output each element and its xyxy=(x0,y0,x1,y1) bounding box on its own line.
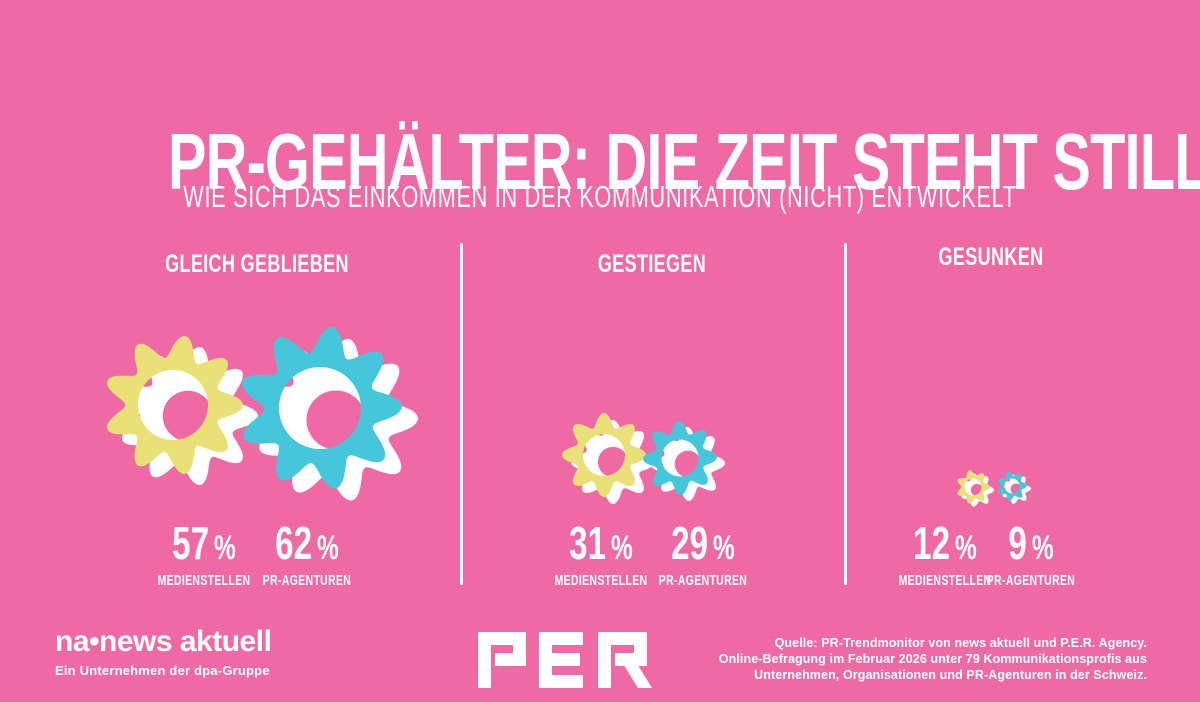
gears-gesunken xyxy=(957,470,1031,507)
gear-icon-pr-agenturen xyxy=(242,326,402,489)
stat-gesunken-pr-agenturen: 9% PR-AGENTUREN xyxy=(973,520,1088,589)
stat-gestiegen-medienstellen: 31% MEDIENSTELLEN xyxy=(543,520,658,589)
stat-unit: % xyxy=(214,529,236,567)
news-aktuell-logo: na•news aktuell Ein Unternehmen der dpa-… xyxy=(55,625,272,679)
stat-unit: % xyxy=(955,529,977,567)
stat-gestiegen-pr-agenturen: 29% PR-AGENTUREN xyxy=(645,520,760,589)
stat-series-label: MEDIENSTELLEN xyxy=(898,573,992,589)
source-note: Quelle: PR-Trendmonitor von news aktuell… xyxy=(719,635,1147,683)
gear-icon-pr-agenturen xyxy=(998,471,1027,501)
stat-unit: % xyxy=(1031,529,1054,567)
stat-series-label: MEDIENSTELLEN xyxy=(554,573,648,589)
stat-value: 31% xyxy=(543,520,658,570)
stat-unit: % xyxy=(611,529,633,567)
stat-gleich-geblieben-medienstellen: 57% MEDIENSTELLEN xyxy=(146,520,261,589)
stat-value: 9% xyxy=(973,520,1088,570)
news-aktuell-wordmark: na•news aktuell xyxy=(55,625,272,658)
source-line: Unternehmen, Organisationen und PR-Agent… xyxy=(754,668,1147,682)
stat-series-label: MEDIENSTELLEN xyxy=(157,573,251,589)
page-subtitle: WIE SICH DAS EINKOMMEN IN DER KOMMUNIKAT… xyxy=(183,178,1017,214)
stat-gesunken-medienstellen: 12% MEDIENSTELLEN xyxy=(887,520,1002,589)
stat-value: 29% xyxy=(645,520,760,570)
column-header-gestiegen: GESTIEGEN xyxy=(597,250,707,278)
stat-value: 62% xyxy=(249,520,364,570)
stat-number: 57 xyxy=(172,517,210,569)
page-title: PR-GEHÄLTER: DIE ZEIT STEHT STILL xyxy=(167,116,1200,206)
gear-icon-medienstellen xyxy=(562,413,646,497)
stat-series-label: PR-AGENTUREN xyxy=(986,573,1076,589)
gear-icon-pr-agenturen xyxy=(643,421,717,495)
stat-series-label: PR-AGENTUREN xyxy=(262,573,352,589)
stat-unit: % xyxy=(317,529,339,567)
stat-number: 29 xyxy=(671,517,709,569)
gears-gleich-geblieben xyxy=(106,326,418,501)
stat-unit: % xyxy=(713,529,735,567)
stat-value: 12% xyxy=(887,520,1002,570)
source-line: Online-Befragung im Februar 2026 unter 7… xyxy=(718,652,1147,666)
source-line: Quelle: PR-Trendmonitor von news aktuell… xyxy=(774,636,1147,650)
stat-number: 12 xyxy=(913,517,951,569)
column-divider-right xyxy=(844,243,847,585)
per-logo xyxy=(478,632,652,688)
stat-value: 57% xyxy=(146,520,261,570)
gear-icon-medienstellen xyxy=(957,470,990,504)
column-header-gleich-geblieben: GLEICH GEBLIEBEN xyxy=(165,250,349,278)
stat-series-label: PR-AGENTUREN xyxy=(658,573,748,589)
gears-gestiegen xyxy=(562,413,725,504)
stat-number: 31 xyxy=(569,517,607,569)
stat-gleich-geblieben-pr-agenturen: 62% PR-AGENTUREN xyxy=(249,520,364,589)
gear-icon-medienstellen xyxy=(106,336,244,474)
stat-number: 9 xyxy=(1008,517,1027,569)
stat-number: 62 xyxy=(275,517,313,569)
column-divider-left xyxy=(460,243,463,585)
per-logo-letters xyxy=(478,632,652,688)
news-aktuell-tagline: Ein Unternehmen der dpa-Gruppe xyxy=(55,663,270,678)
column-header-gesunken: GESUNKEN xyxy=(938,243,1044,271)
